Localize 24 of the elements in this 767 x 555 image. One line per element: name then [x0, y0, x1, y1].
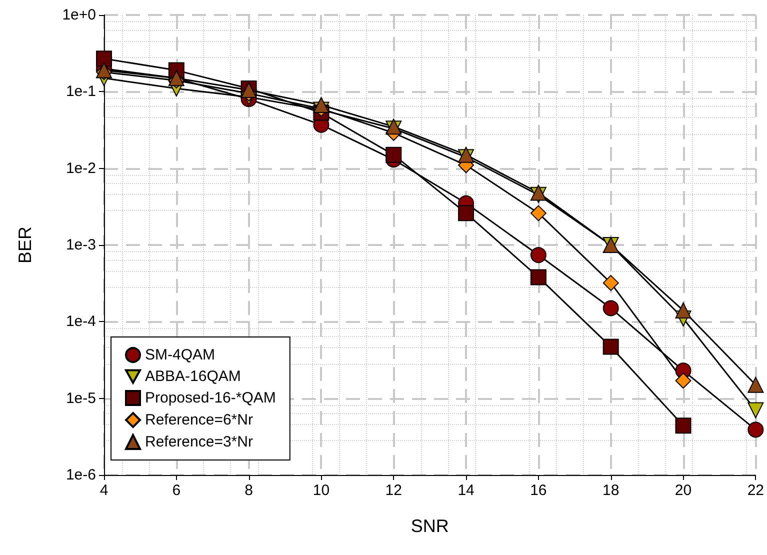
x-tick-label: 16	[530, 482, 547, 499]
x-tick-label: 12	[385, 482, 402, 499]
legend-label: ABBA-16QAM	[145, 368, 241, 385]
x-tick-label: 14	[458, 482, 474, 499]
y-tick-label: 1e-6	[66, 466, 96, 484]
x-axis-title: SNR	[410, 516, 449, 536]
legend-label: Reference=6*Nr	[145, 412, 253, 428]
x-tick-label: 18	[602, 482, 620, 499]
y-axis-title: BER	[15, 226, 35, 264]
x-tick-label: 22	[747, 482, 764, 499]
legend-label: Reference=3*Nr	[145, 434, 253, 450]
y-tick-label: 1e-2	[66, 160, 96, 177]
y-tick-label: 1e-4	[66, 313, 96, 330]
legend-label: Proposed-16-*QAM	[145, 390, 276, 406]
x-tick-label: 8	[244, 482, 253, 499]
y-tick-label: 1e-1	[66, 83, 96, 100]
x-tick-label: 10	[312, 482, 330, 499]
x-tick-label: 4	[100, 482, 108, 499]
y-tick-label: 1e-5	[66, 390, 96, 407]
y-tick-label: 1e-3	[66, 236, 96, 254]
x-tick-label: 6	[172, 482, 181, 499]
legend-label: SM-4QAM	[145, 346, 216, 364]
y-tick-label: 1e+0	[62, 6, 96, 24]
x-tick-label: 20	[674, 482, 692, 499]
